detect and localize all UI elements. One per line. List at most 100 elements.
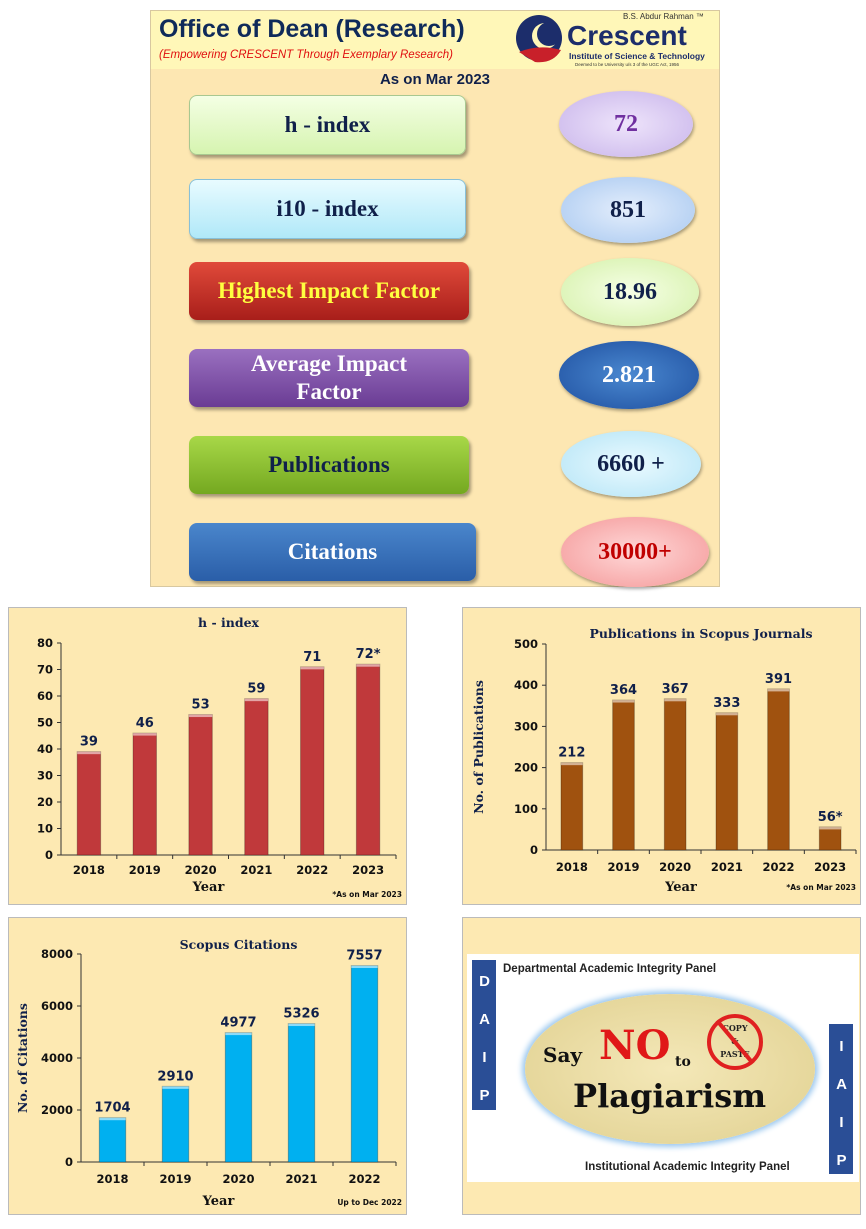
publications-chart: Publications in Scopus Journals 0 100 200 30… (462, 607, 861, 905)
bar (350, 965, 379, 1163)
metric-label-highest-impact-factor: Highest Impact Factor (189, 262, 469, 320)
iaip-bar: I A I P (829, 1024, 853, 1174)
daip-bar: D A I P (472, 960, 496, 1110)
y-tick-label: 50 (37, 716, 53, 730)
x-tick-label: 2018 (96, 1172, 128, 1186)
data-label: 4977 (220, 1016, 256, 1031)
as-on-date: As on Mar 2023 (379, 71, 491, 88)
bar-highlight (819, 826, 842, 830)
y-tick-label: 8000 (41, 947, 73, 961)
bar (98, 1117, 127, 1163)
metric-label-i10-index: i10 - index (189, 179, 466, 239)
x-axis-label: Year (664, 880, 697, 895)
metric-value-average-impact-factor: 2.821 (559, 341, 699, 409)
bar-highlight (288, 1023, 315, 1027)
x-tick-label: 2020 (185, 863, 217, 877)
bar (767, 688, 790, 851)
logo-name: Crescent (567, 20, 687, 51)
y-tick-label: 300 (514, 719, 538, 733)
bar (300, 666, 325, 856)
bar (244, 698, 269, 856)
y-tick-label: 400 (514, 678, 538, 692)
daip-label: Departmental Academic Integrity Panel (503, 963, 717, 975)
bar-highlight (225, 1032, 252, 1036)
x-tick-label: 2022 (762, 860, 794, 874)
bar-highlight (133, 733, 157, 736)
data-label: 59 (247, 682, 265, 697)
bar (715, 712, 739, 851)
copy-text: COPY (722, 1023, 748, 1033)
no-copy-paste-icon: COPY & PASTE (707, 1014, 763, 1070)
x-tick-label: 2021 (285, 1172, 317, 1186)
metric-value-i10-index: 851 (561, 177, 695, 243)
bar-highlight (560, 762, 583, 766)
y-tick-label: 40 (37, 742, 53, 756)
poster-card: D A I P I A I P Departmental Academic In… (467, 954, 859, 1182)
bar-highlight (356, 664, 380, 667)
chart-note: Up to Dec 2022 (337, 1198, 402, 1207)
bar-highlight (162, 1086, 189, 1089)
data-label: 71 (303, 650, 321, 665)
bar (132, 732, 157, 856)
y-tick-label: 0 (530, 843, 538, 857)
y-tick-label: 6000 (41, 999, 73, 1013)
logo-top-text: B.S. Abdur Rahman ™ (623, 12, 704, 21)
crescent-logo: B.S. Abdur Rahman ™ Crescent Institute o… (513, 12, 717, 68)
data-label: 5326 (283, 1007, 319, 1022)
data-label: 333 (713, 696, 740, 711)
y-tick-label: 70 (37, 663, 53, 677)
data-label: 53 (192, 698, 210, 713)
y-tick-label: 100 (514, 802, 538, 816)
x-tick-label: 2018 (73, 863, 105, 877)
y-axis-label: No. of Publications (471, 680, 486, 814)
x-tick-label: 2020 (659, 860, 691, 874)
bar (612, 699, 635, 851)
y-tick-label: 30 (37, 769, 53, 783)
chart-note: *As on Mar 2023 (786, 883, 856, 892)
y-tick-label: 10 (37, 822, 53, 836)
page-subtitle: (Empowering CRESCENT Through Exemplary R… (159, 49, 453, 61)
x-tick-label: 2019 (607, 860, 639, 874)
crescent-emblem-icon (516, 15, 562, 63)
iaip-label: Institutional Academic Integrity Panel (585, 1161, 790, 1173)
citations-chart: Scopus Citations 0 2000 4000 6000 8000 1704 201… (8, 917, 407, 1215)
bar (161, 1085, 190, 1163)
data-label: 364 (610, 683, 637, 698)
bar-highlight (77, 751, 101, 755)
say-text: Say (543, 1043, 583, 1067)
x-tick-label: 2020 (222, 1172, 254, 1186)
chart-note: *As on Mar 2023 (332, 890, 402, 899)
bar-highlight (715, 712, 738, 716)
y-tick-label: 2000 (41, 1103, 73, 1117)
to-text: to (675, 1054, 691, 1070)
x-tick-label: 2021 (711, 860, 743, 874)
y-tick-label: 80 (37, 636, 53, 650)
bar-highlight (244, 698, 269, 702)
y-tick-label: 60 (37, 689, 53, 703)
no-text: NO (599, 1022, 671, 1069)
data-label: 46 (136, 716, 154, 731)
metric-value-h-index: 72 (559, 91, 693, 157)
x-tick-label: 2018 (556, 860, 588, 874)
bar-highlight (767, 688, 790, 692)
data-label: 391 (765, 672, 792, 687)
header-band: Office of Dean (Research) (Empowering CR… (151, 11, 719, 69)
y-tick-label: 20 (37, 795, 53, 809)
bar (560, 762, 584, 851)
page-title: Office of Dean (Research) (159, 15, 465, 43)
paste-text: PASTE (720, 1049, 750, 1059)
chart-title: Scopus Citations (180, 937, 298, 952)
logo-line: Institute of Science & Technology (569, 51, 705, 61)
bar (224, 1032, 253, 1163)
bar-highlight (664, 698, 687, 702)
y-tick-label: 200 (514, 761, 538, 775)
bar-highlight (351, 965, 378, 969)
y-tick-label: 500 (514, 637, 538, 651)
data-label: 7557 (346, 949, 382, 964)
data-label: 212 (558, 746, 585, 761)
bar-highlight (300, 666, 324, 670)
data-label: 39 (80, 735, 98, 750)
data-label: 2910 (157, 1069, 193, 1084)
y-tick-label: 4000 (41, 1051, 73, 1065)
bar (355, 663, 381, 856)
